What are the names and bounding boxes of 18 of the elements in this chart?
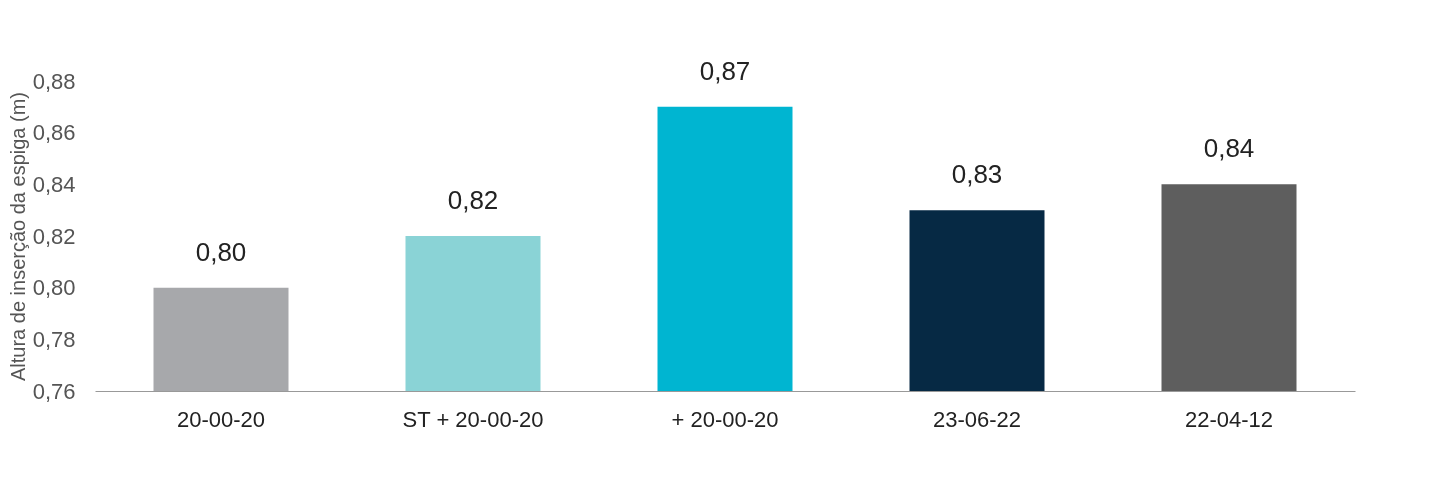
y-tick-label: 0,88 <box>32 68 76 94</box>
y-tick-label: 0,76 <box>32 378 76 404</box>
data-label: 0,82 <box>447 185 499 215</box>
y-tick-label: 0,86 <box>32 120 76 146</box>
y-tick-label: 0,82 <box>32 223 76 249</box>
x-tick-label: 20-00-20 <box>176 406 266 432</box>
y-axis-title: Altura de inserção da espiga (m) <box>6 91 29 382</box>
y-tick-label: 0,78 <box>32 326 76 352</box>
data-label: 0,80 <box>195 236 247 267</box>
y-tick-label: 0,84 <box>32 171 76 197</box>
x-tick-label: + 20-00-20 <box>671 406 779 432</box>
data-label: 0,84 <box>1203 133 1255 164</box>
y-tick-label: 0,80 <box>32 275 76 301</box>
x-tick-label: 23-06-22 <box>932 406 1022 432</box>
data-label: 0,83 <box>951 159 1003 190</box>
x-tick-label: ST + 20-00-20 <box>402 406 544 432</box>
data-label: 0,87 <box>699 55 751 86</box>
x-tick-label: 22-04-12 <box>1184 406 1274 432</box>
